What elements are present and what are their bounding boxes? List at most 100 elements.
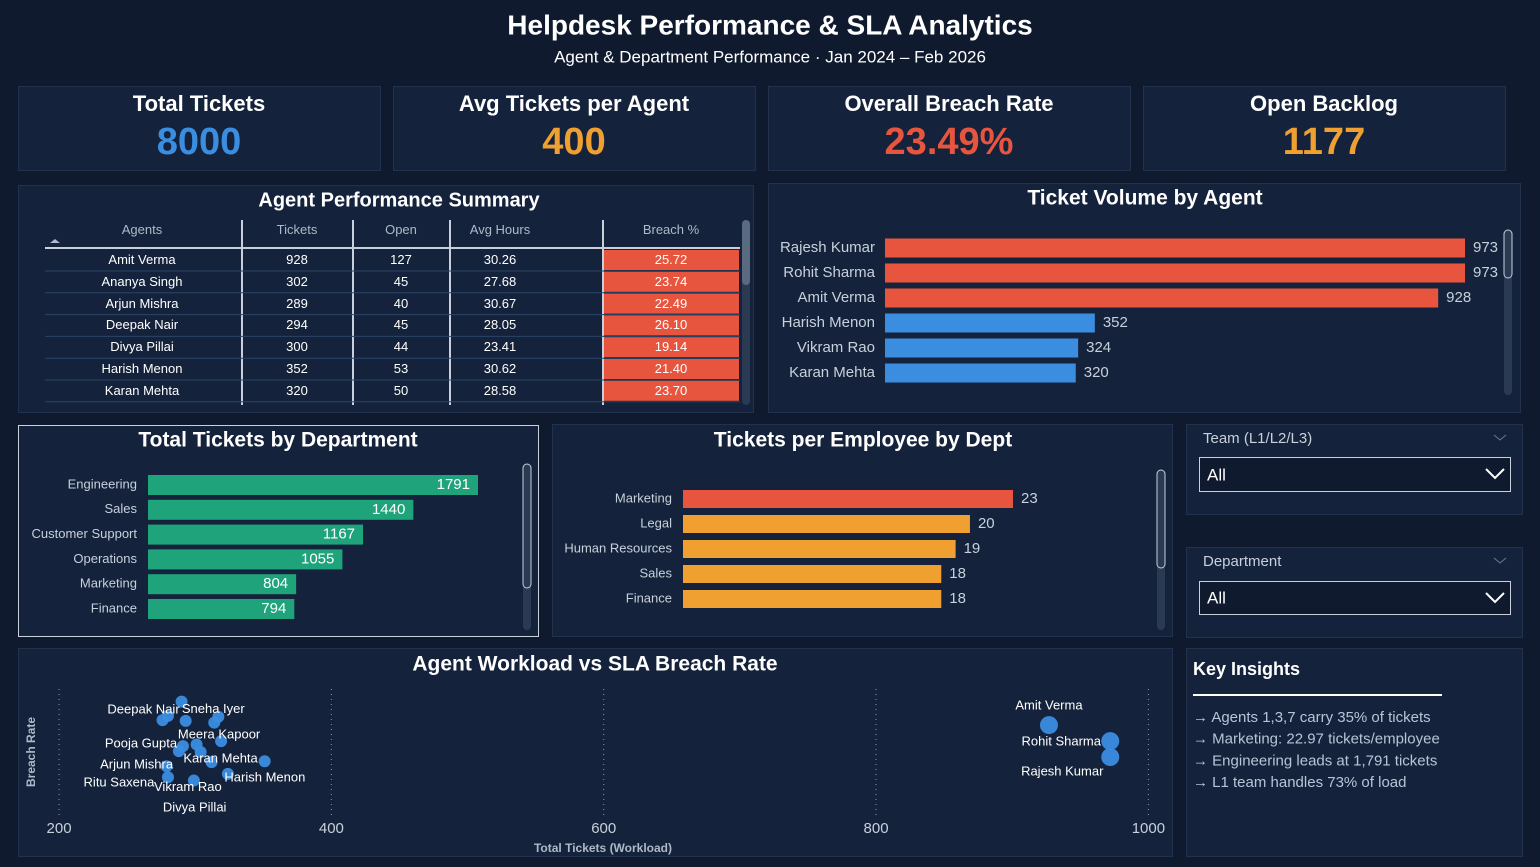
chevron[interactable] xyxy=(1485,468,1505,480)
point xyxy=(258,755,271,768)
column-header: Avg Hours xyxy=(469,222,531,237)
bar xyxy=(683,490,1013,508)
category-label: Finance xyxy=(626,590,672,605)
point xyxy=(190,738,203,751)
sort-arrow[interactable] xyxy=(50,239,60,243)
subtitle: Agent & Department Performance · Jan 202… xyxy=(554,47,986,66)
slicer-label: Department xyxy=(1203,553,1282,570)
category-label: Sales xyxy=(639,565,672,580)
table-cell: 27.68 xyxy=(483,273,517,289)
bar xyxy=(148,549,343,570)
chevron[interactable] xyxy=(1485,592,1505,604)
x-tick-label: 800 xyxy=(864,820,889,837)
bar xyxy=(148,499,414,520)
bar xyxy=(683,590,942,608)
bar xyxy=(885,238,1465,258)
slicer-label: Team (L1/L2/L3) xyxy=(1203,430,1312,447)
value-label: 973 xyxy=(1473,264,1498,281)
chevron[interactable] xyxy=(1493,557,1507,564)
point-label: Pooja Gupta xyxy=(105,736,178,751)
table-cell: Ananya Singh xyxy=(101,273,183,289)
kpi-card xyxy=(393,86,756,171)
scroll-thumb[interactable] xyxy=(742,220,750,285)
insight: → Engineering leads at 1,791 tickets xyxy=(1193,752,1437,769)
table-cell: 289 xyxy=(286,295,308,311)
kpi-value: 8000 xyxy=(157,121,242,163)
x-tick-label: 1000 xyxy=(1132,820,1165,837)
chart-title: Agent Workload vs SLA Breach Rate xyxy=(412,653,777,676)
bar xyxy=(148,524,364,545)
point xyxy=(161,771,174,784)
table-cell: 22.49 xyxy=(654,295,688,311)
kpi-label: Avg Tickets per Agent xyxy=(459,91,690,116)
scroll-thumb[interactable] xyxy=(1503,229,1513,279)
point xyxy=(215,735,228,748)
table-cell: Harish Menon xyxy=(101,361,183,376)
dropdown-value: All xyxy=(1207,465,1226,484)
breach-cell xyxy=(604,250,739,270)
point xyxy=(175,695,188,708)
category-label: Finance xyxy=(91,600,137,615)
dropdown-value: All xyxy=(1207,588,1226,607)
table-cell: 28.05 xyxy=(483,317,517,333)
scroll-thumb[interactable] xyxy=(1156,469,1166,569)
chevron[interactable] xyxy=(1493,434,1507,441)
point-label: Karan Mehta xyxy=(183,751,258,766)
bar xyxy=(885,338,1079,358)
point-label: Deepak Nair xyxy=(107,702,180,717)
table-cell: 40 xyxy=(393,295,409,311)
column-header: Open xyxy=(385,222,417,237)
bar xyxy=(148,475,478,495)
breach-cell xyxy=(604,293,739,314)
chart-title: Tickets per Employee by Dept xyxy=(714,429,1012,452)
panel xyxy=(1186,648,1523,857)
value-label: 1440 xyxy=(372,501,405,518)
table-cell: 50 xyxy=(393,382,409,398)
point-label: Arjun Mishra xyxy=(100,757,174,772)
table-cell: 26.10 xyxy=(654,317,688,333)
table-cell: 30.26 xyxy=(483,252,517,267)
point-label: Divya Pillai xyxy=(163,799,227,814)
category-label: Customer Support xyxy=(32,526,138,541)
category-label: Vikram Rao xyxy=(797,339,875,356)
scroll-thumb[interactable] xyxy=(522,463,532,589)
point xyxy=(160,760,173,773)
dropdown[interactable] xyxy=(1199,457,1511,492)
point xyxy=(212,710,225,723)
kpi-card xyxy=(768,86,1131,171)
category-label: Human Resources xyxy=(564,540,672,555)
kpi-card xyxy=(1143,86,1506,171)
table-cell: 320 xyxy=(286,382,308,398)
table-cell: 127 xyxy=(390,252,412,267)
kpi-value: 1177 xyxy=(1283,121,1365,163)
bar xyxy=(148,574,297,595)
point xyxy=(1039,716,1058,735)
bar xyxy=(683,540,956,558)
point xyxy=(172,745,185,758)
category-label: Operations xyxy=(73,551,137,566)
value-label: 18 xyxy=(949,590,966,607)
value-label: 19 xyxy=(964,540,981,557)
table-cell: Arjun Mishra xyxy=(105,295,179,311)
table-cell: 23.74 xyxy=(654,273,688,289)
value-label: 324 xyxy=(1086,339,1111,356)
category-label: Amit Verma xyxy=(797,289,875,306)
breach-cell xyxy=(604,359,739,379)
kpi-label: Overall Breach Rate xyxy=(844,91,1053,116)
kpi-value: 23.49% xyxy=(885,121,1014,163)
bar xyxy=(683,515,970,533)
kpi-card xyxy=(18,86,381,171)
table-cell: 30.67 xyxy=(483,295,517,311)
table-cell: 928 xyxy=(286,252,308,267)
table-cell: 45 xyxy=(393,273,409,289)
point xyxy=(179,714,192,727)
point-label: Ritu Saxena xyxy=(84,775,156,790)
table-cell: 21.40 xyxy=(654,361,688,376)
point xyxy=(221,767,234,780)
insights-title: Key Insights xyxy=(1193,659,1300,679)
scrollbars xyxy=(522,220,1513,630)
table-cell: 352 xyxy=(286,361,308,376)
dropdown[interactable] xyxy=(1199,581,1511,615)
y-axis-title: Breach Rate xyxy=(24,717,38,787)
